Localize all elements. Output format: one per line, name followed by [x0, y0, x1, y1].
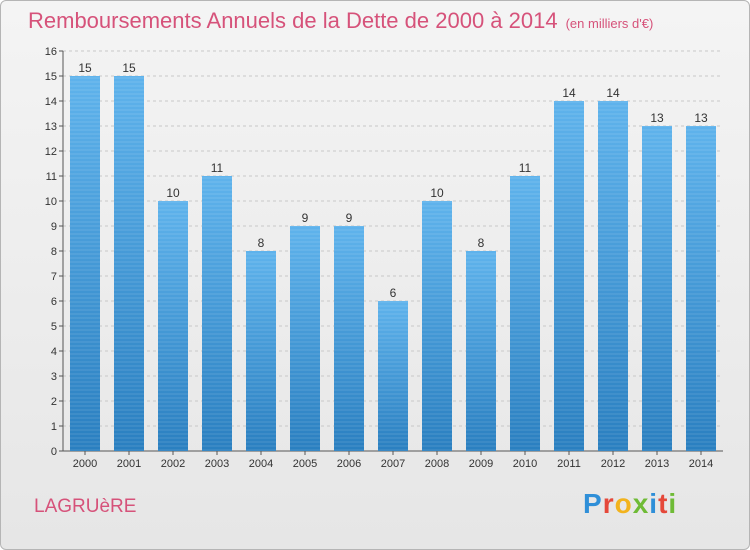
- x-tick-label: 2011: [557, 458, 581, 470]
- x-tick-label: 2008: [425, 458, 449, 470]
- x-tick-label: 2006: [337, 458, 361, 470]
- logo-letter: t: [658, 488, 669, 519]
- logo-letter: o: [614, 488, 633, 519]
- y-tick-label: 0: [51, 446, 57, 458]
- y-tick-label: 5: [51, 321, 57, 333]
- bar-texture: [378, 301, 408, 451]
- bar-texture: [202, 176, 232, 451]
- labels: 0123456789101112131415161520001520011020…: [45, 46, 713, 470]
- y-tick-label: 13: [45, 121, 57, 133]
- bar-texture: [686, 126, 716, 451]
- x-tick-label: 2002: [161, 458, 185, 470]
- bar-texture: [114, 76, 144, 451]
- x-tick-label: 2000: [73, 458, 97, 470]
- data-label: 15: [78, 61, 92, 75]
- data-label: 6: [390, 286, 397, 300]
- x-tick-label: 2004: [249, 458, 273, 470]
- x-tick-label: 2014: [689, 458, 713, 470]
- data-label: 9: [346, 211, 353, 225]
- bars: [70, 76, 716, 451]
- data-label: 13: [694, 111, 708, 125]
- bar-texture: [158, 201, 188, 451]
- commune-name: LAGRUèRE: [34, 496, 137, 517]
- data-label: 10: [430, 186, 444, 200]
- bar-texture: [290, 226, 320, 451]
- logo-letter: P: [583, 488, 603, 519]
- bar-texture: [334, 226, 364, 451]
- y-tick-label: 12: [45, 146, 57, 158]
- y-tick-label: 11: [46, 171, 57, 183]
- y-tick-label: 16: [45, 46, 57, 58]
- bar-texture: [422, 201, 452, 451]
- bar-texture: [510, 176, 540, 451]
- data-label: 14: [606, 86, 620, 100]
- x-tick-label: 2010: [513, 458, 537, 470]
- x-tick-label: 2009: [469, 458, 493, 470]
- logo-letter: i: [668, 488, 678, 519]
- y-tick-label: 8: [51, 246, 57, 258]
- logo-letter: i: [649, 488, 659, 519]
- logo-letter: r: [602, 488, 615, 519]
- data-label: 9: [302, 211, 309, 225]
- y-tick-label: 4: [51, 346, 57, 358]
- y-tick-label: 14: [45, 96, 57, 108]
- x-tick-label: 2012: [601, 458, 625, 470]
- data-label: 8: [258, 236, 265, 250]
- y-tick-label: 9: [51, 221, 57, 233]
- x-tick-label: 2005: [293, 458, 317, 470]
- x-tick-label: 2001: [117, 458, 141, 470]
- chart-subtitle: (en milliers d'€): [565, 16, 654, 31]
- y-tick-label: 1: [51, 421, 57, 433]
- bar-texture: [554, 101, 584, 451]
- chart-title: Remboursements Annuels de la Dette de 20…: [28, 8, 653, 34]
- y-tick-label: 7: [51, 271, 57, 283]
- logo-letter: x: [632, 488, 650, 519]
- y-tick-label: 3: [51, 371, 57, 383]
- data-label: 15: [122, 61, 136, 75]
- bar-texture: [70, 76, 100, 451]
- x-tick-label: 2007: [381, 458, 405, 470]
- bar-texture: [466, 251, 496, 451]
- data-label: 10: [166, 186, 180, 200]
- bar-texture: [598, 101, 628, 451]
- y-tick-label: 2: [51, 396, 57, 408]
- chart-title-text: Remboursements Annuels de la Dette de 20…: [28, 8, 558, 33]
- x-tick-label: 2003: [205, 458, 229, 470]
- bar-texture: [642, 126, 672, 451]
- data-label: 11: [211, 161, 224, 175]
- bar-texture: [246, 251, 276, 451]
- data-label: 14: [562, 86, 576, 100]
- y-tick-label: 10: [45, 196, 57, 208]
- data-label: 11: [519, 161, 532, 175]
- proxiti-logo[interactable]: Proxiti: [583, 488, 677, 520]
- data-label: 8: [478, 236, 485, 250]
- x-tick-label: 2013: [645, 458, 669, 470]
- data-label: 13: [650, 111, 664, 125]
- y-tick-label: 6: [51, 296, 57, 308]
- y-tick-label: 15: [45, 71, 57, 83]
